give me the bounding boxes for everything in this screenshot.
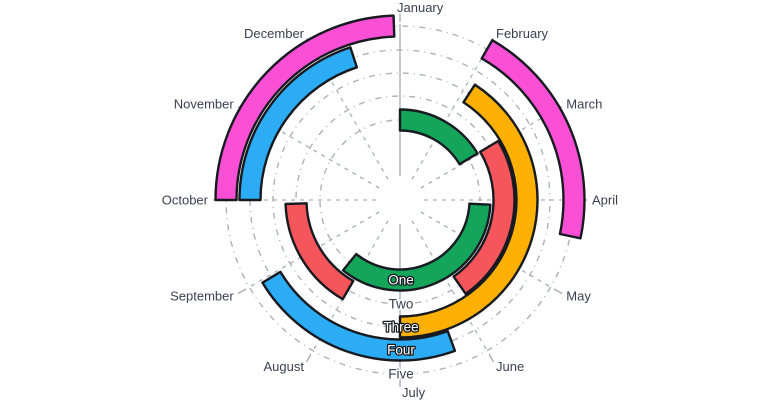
ring-label-five: Five	[388, 367, 414, 382]
arc-four-segment-2[interactable]	[238, 46, 359, 202]
month-label-october: October	[162, 193, 209, 208]
ring-labels: One Two Three Four Five	[382, 271, 420, 383]
arc-two-segment-1[interactable]	[452, 139, 516, 295]
series-bands	[214, 14, 586, 362]
ring-label-one: One	[388, 273, 414, 288]
ring-label-two: Two	[389, 297, 414, 312]
month-label-may: May	[566, 289, 591, 304]
arc-four-segment-1[interactable]	[261, 270, 457, 362]
month-label-february: February	[496, 26, 549, 41]
month-label-january: January	[397, 0, 444, 15]
arc-three-segment-1[interactable]	[398, 83, 539, 339]
ring-label-three: Three	[383, 320, 418, 335]
month-label-july: July	[402, 385, 426, 400]
month-label-april: April	[592, 193, 618, 208]
arc-one-segment-1[interactable]	[398, 108, 479, 166]
arc-two-segment-2[interactable]	[284, 202, 355, 301]
arc-one-segment-2[interactable]	[341, 202, 492, 292]
month-label-august: August	[264, 359, 305, 374]
month-label-december: December	[244, 26, 305, 41]
arc-five-segment-1[interactable]	[480, 39, 586, 240]
month-label-june: June	[496, 359, 524, 374]
month-label-march: March	[566, 97, 602, 112]
ring-label-four: Four	[387, 343, 415, 358]
month-label-november: November	[174, 97, 235, 112]
month-labels: January February March April May June July Augu…	[160, 0, 619, 400]
month-label-september: September	[170, 289, 234, 304]
arc-five-segment-2[interactable]	[214, 14, 396, 202]
